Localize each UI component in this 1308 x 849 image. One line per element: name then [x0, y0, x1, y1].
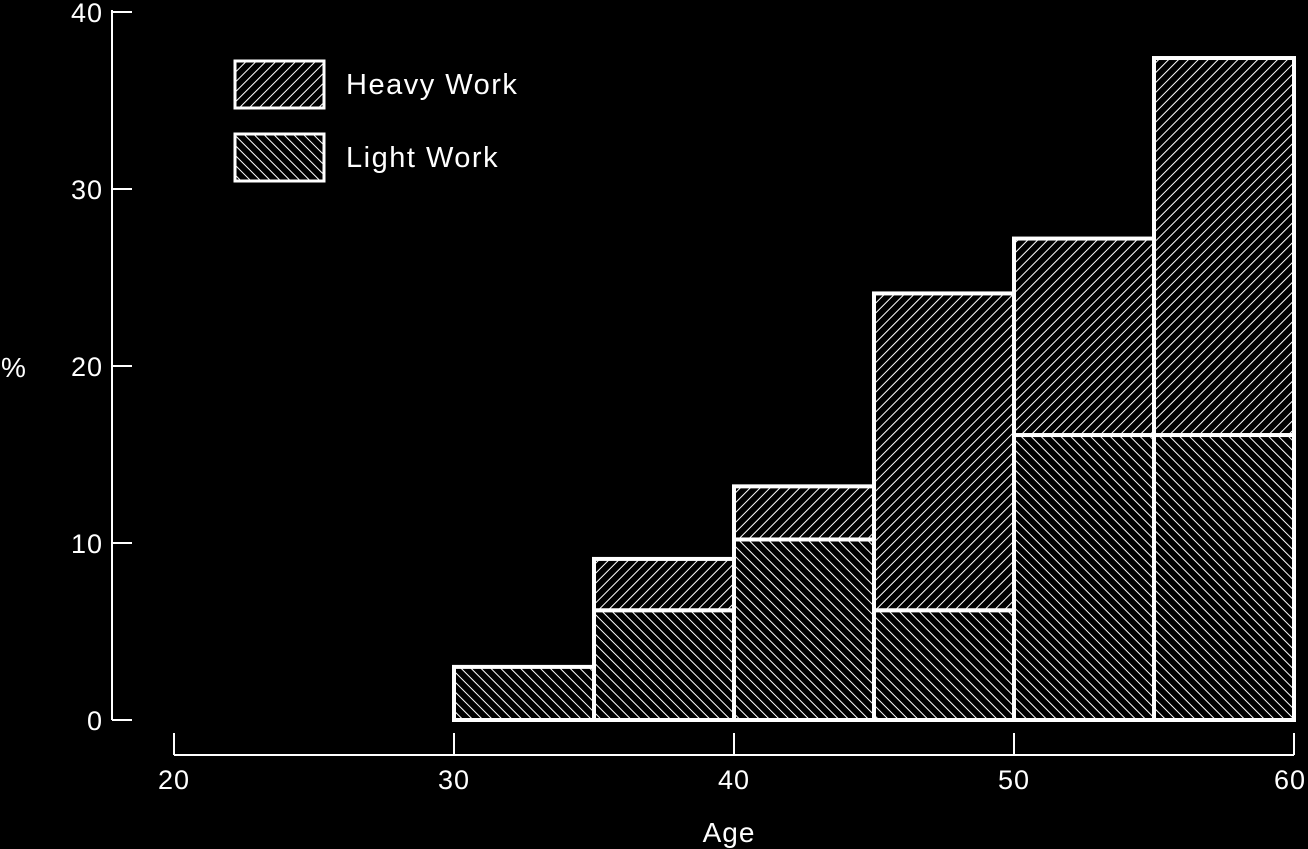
y-axis: 0 10 20 30 40: [71, 0, 132, 736]
legend-swatch-light-work: [233, 132, 326, 183]
bar-heavy-work-40-45: [732, 484, 876, 542]
bar-heavy-work-55-60: [1152, 56, 1296, 438]
x-axis: 20 30 40 50 60: [158, 733, 1306, 795]
y-tick-label: 30: [71, 175, 103, 205]
y-tick-label: 0: [87, 706, 103, 736]
legend-label-light-work: Light Work: [346, 142, 499, 174]
y-tick-label: 20: [71, 352, 103, 382]
bar-light-work-35-40: [592, 608, 736, 723]
bar-light-work-40-45: [732, 537, 876, 723]
x-axis-title: Age: [703, 817, 756, 848]
y-tick-label: 10: [71, 529, 103, 559]
y-axis-title: %: [1, 352, 27, 383]
bar-heavy-work-50-55: [1012, 236, 1156, 438]
y-tick-label: 40: [71, 0, 103, 28]
legend-label-heavy-work: Heavy Work: [346, 69, 518, 101]
legend: Heavy Work Light Work: [233, 59, 518, 183]
x-tick-label: 40: [718, 765, 750, 795]
x-tick-label: 30: [438, 765, 470, 795]
x-tick-label: 60: [1274, 765, 1306, 795]
bar-light-work-50-55: [1012, 433, 1156, 722]
bar-light-work-55-60: [1152, 433, 1296, 722]
bar-heavy-work-35-40: [592, 556, 736, 613]
x-tick-label: 20: [158, 765, 190, 795]
bar-light-work-45-50: [872, 608, 1016, 723]
x-tick-label: 50: [998, 765, 1030, 795]
legend-swatch-heavy-work: [233, 59, 326, 110]
bar-light-work-30-35: [452, 664, 596, 723]
bar-heavy-work-45-50: [872, 291, 1016, 613]
bars-layer: [452, 56, 1296, 723]
